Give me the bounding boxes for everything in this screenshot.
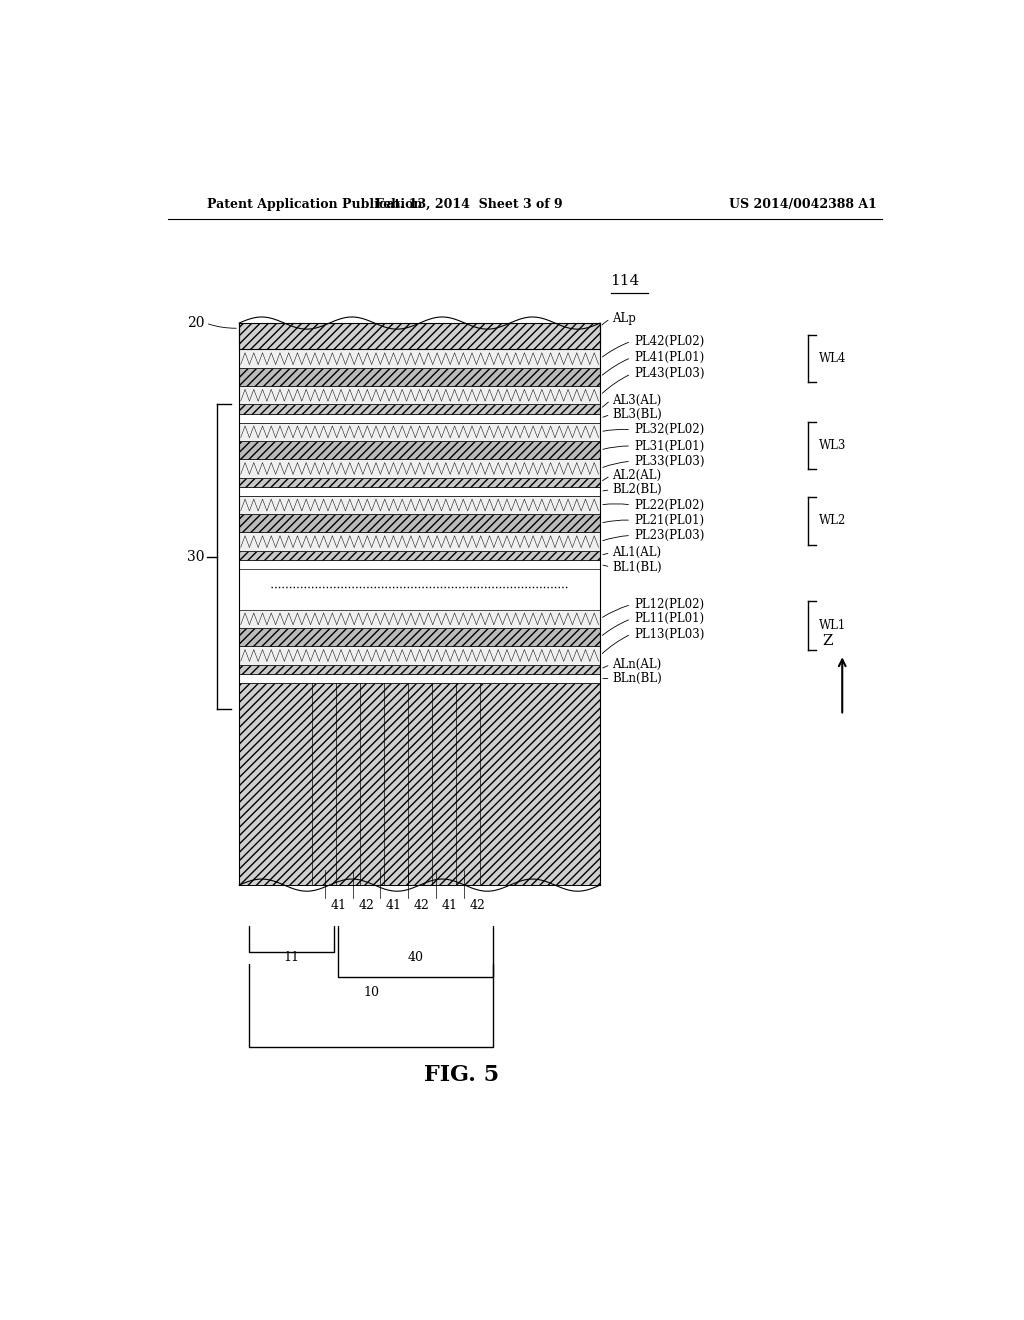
Text: PL33(PL03): PL33(PL03) <box>634 455 705 467</box>
Text: 41: 41 <box>331 899 346 912</box>
Bar <box>240 441 600 459</box>
Text: PL22(PL02): PL22(PL02) <box>634 499 705 511</box>
Text: ALn(AL): ALn(AL) <box>612 659 662 671</box>
Bar <box>240 496 600 515</box>
Text: WL1: WL1 <box>819 619 847 632</box>
Text: FIG. 5: FIG. 5 <box>424 1064 499 1086</box>
Text: WL2: WL2 <box>819 515 847 527</box>
Text: 41: 41 <box>441 899 458 912</box>
Bar <box>240 532 600 550</box>
Text: PL13(PL03): PL13(PL03) <box>634 627 705 640</box>
Text: 10: 10 <box>364 986 379 999</box>
Text: 30: 30 <box>186 550 204 564</box>
Text: AL2(AL): AL2(AL) <box>612 469 662 482</box>
Text: Z: Z <box>822 635 834 648</box>
Bar <box>240 673 600 682</box>
Text: AL1(AL): AL1(AL) <box>612 546 662 560</box>
Text: BLn(BL): BLn(BL) <box>612 672 662 685</box>
Text: PL42(PL02): PL42(PL02) <box>634 335 705 348</box>
Bar <box>240 515 600 532</box>
Text: PL21(PL01): PL21(PL01) <box>634 513 705 527</box>
Text: PL31(PL01): PL31(PL01) <box>634 440 705 453</box>
Bar <box>240 404 600 413</box>
Text: PL43(PL03): PL43(PL03) <box>634 367 705 380</box>
Bar <box>240 422 600 441</box>
Text: PL41(PL01): PL41(PL01) <box>634 351 705 364</box>
Text: ALp: ALp <box>612 313 636 326</box>
Text: PL32(PL02): PL32(PL02) <box>634 424 705 437</box>
Text: 41: 41 <box>386 899 401 912</box>
Bar <box>240 478 600 487</box>
Text: WL3: WL3 <box>819 440 847 451</box>
Bar <box>240 628 600 647</box>
Text: WL4: WL4 <box>819 352 847 366</box>
Text: PL11(PL01): PL11(PL01) <box>634 612 705 626</box>
Text: BL2(BL): BL2(BL) <box>612 483 662 496</box>
Text: 42: 42 <box>469 899 485 912</box>
Text: BL1(BL): BL1(BL) <box>612 561 662 573</box>
Bar <box>240 459 600 478</box>
Text: BL3(BL): BL3(BL) <box>612 408 662 421</box>
Bar <box>240 413 600 422</box>
Bar <box>240 487 600 496</box>
Bar <box>240 610 600 628</box>
Text: Patent Application Publication: Patent Application Publication <box>207 198 423 211</box>
Bar <box>240 368 600 385</box>
Text: Feb. 13, 2014  Sheet 3 of 9: Feb. 13, 2014 Sheet 3 of 9 <box>376 198 563 211</box>
Text: 11: 11 <box>284 952 300 964</box>
Text: 114: 114 <box>610 275 640 289</box>
Bar <box>240 560 600 569</box>
Text: PL12(PL02): PL12(PL02) <box>634 598 705 611</box>
Text: 42: 42 <box>414 899 430 912</box>
Bar <box>240 350 600 368</box>
Text: AL3(AL): AL3(AL) <box>612 393 662 407</box>
Bar <box>240 664 600 673</box>
Bar <box>240 647 600 664</box>
Bar <box>240 550 600 560</box>
Bar <box>240 385 600 404</box>
Bar <box>240 682 600 886</box>
Text: US 2014/0042388 A1: US 2014/0042388 A1 <box>729 198 877 211</box>
Text: 42: 42 <box>358 899 374 912</box>
Text: 20: 20 <box>186 315 204 330</box>
Text: 40: 40 <box>408 952 423 964</box>
Text: PL23(PL03): PL23(PL03) <box>634 529 705 543</box>
Bar <box>240 323 600 350</box>
